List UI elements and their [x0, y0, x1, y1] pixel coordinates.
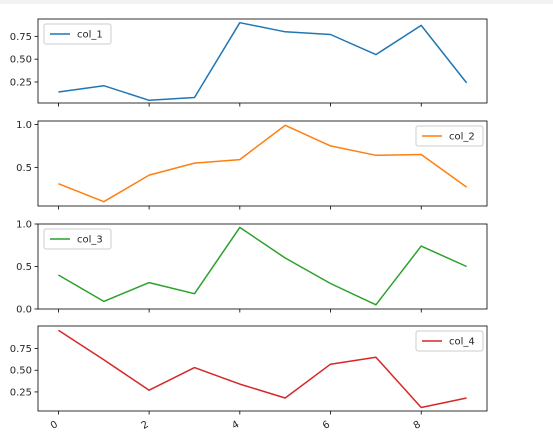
subplot-1: 0.25 0.50 0.75 col_1: [10, 18, 488, 107]
legend: col_3: [43, 228, 112, 250]
x-tick-label: 6: [321, 419, 332, 432]
y-tick-label: 0.75: [10, 32, 32, 43]
legend: col_4: [415, 330, 484, 352]
legend-label: col_1: [77, 30, 103, 41]
subplot-3: 0.0 0.5 1.0 col_3: [16, 220, 488, 316]
legend-box: [415, 125, 484, 147]
y-tick-label: 0.50: [10, 366, 32, 377]
y-tick-label: 0.0: [16, 305, 32, 316]
x-tick-label: 4: [230, 419, 241, 432]
axes-frame: [37, 18, 488, 104]
legend-box: [415, 330, 484, 352]
legend-box: [43, 23, 112, 45]
subplot-2: 0.5 1.0 col_2: [16, 120, 488, 210]
y-tick-label: 1.0: [16, 220, 32, 231]
x-tick-label: 2: [140, 419, 151, 432]
y-tick-label: 0.75: [10, 344, 32, 355]
subplot-4: 0.25 0.50 0.75 0 2 4 6 8 col_4: [10, 325, 488, 432]
axes-frame: [37, 325, 488, 412]
x-tick-label: 0: [49, 419, 60, 432]
legend-label: col_2: [449, 132, 475, 143]
top-bar: [0, 0, 553, 4]
legend-label: col_4: [449, 337, 475, 348]
series-line-col_3: [58, 226, 467, 306]
axes-frame: [37, 120, 488, 207]
x-tick-label: 8: [412, 419, 423, 432]
y-tick-label: 1.0: [16, 120, 32, 131]
legend: col_1: [43, 23, 112, 45]
y-tick-label: 0.5: [16, 163, 32, 174]
legend-box: [43, 228, 112, 250]
legend-label: col_3: [77, 235, 103, 246]
y-tick-label: 0.25: [10, 387, 32, 398]
y-tick-label: 0.25: [10, 78, 32, 89]
series-line-col_2: [58, 124, 468, 203]
series-line-col_4: [57, 329, 467, 409]
y-tick-label: 0.50: [10, 55, 32, 66]
legend: col_2: [415, 125, 484, 147]
y-tick-label: 0.5: [16, 262, 32, 273]
series-line-col_1: [58, 21, 468, 102]
